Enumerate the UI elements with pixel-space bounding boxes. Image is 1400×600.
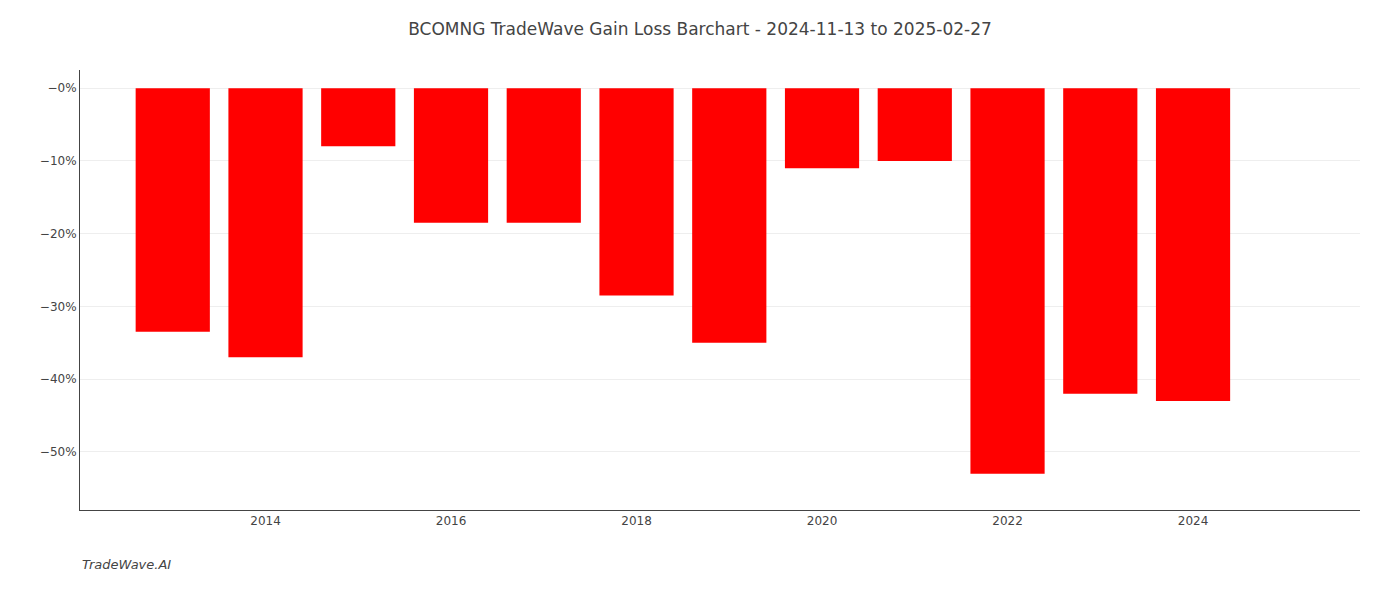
svg-text:−40%: −40% xyxy=(40,372,77,386)
svg-text:−20%: −20% xyxy=(40,227,77,241)
svg-text:BCOMNG TradeWave Gain Loss Bar: BCOMNG TradeWave Gain Loss Barchart - 20… xyxy=(408,19,992,39)
svg-text:−10%: −10% xyxy=(40,154,77,168)
svg-text:2016: 2016 xyxy=(436,514,467,528)
svg-text:2022: 2022 xyxy=(992,514,1023,528)
svg-text:−0%: −0% xyxy=(48,81,77,95)
svg-text:2014: 2014 xyxy=(250,514,281,528)
svg-text:2018: 2018 xyxy=(621,514,652,528)
svg-text:2024: 2024 xyxy=(1178,514,1209,528)
svg-text:2020: 2020 xyxy=(807,514,838,528)
svg-text:TradeWave.AI: TradeWave.AI xyxy=(82,557,171,572)
svg-text:−50%: −50% xyxy=(40,445,77,459)
svg-text:−30%: −30% xyxy=(40,300,77,314)
